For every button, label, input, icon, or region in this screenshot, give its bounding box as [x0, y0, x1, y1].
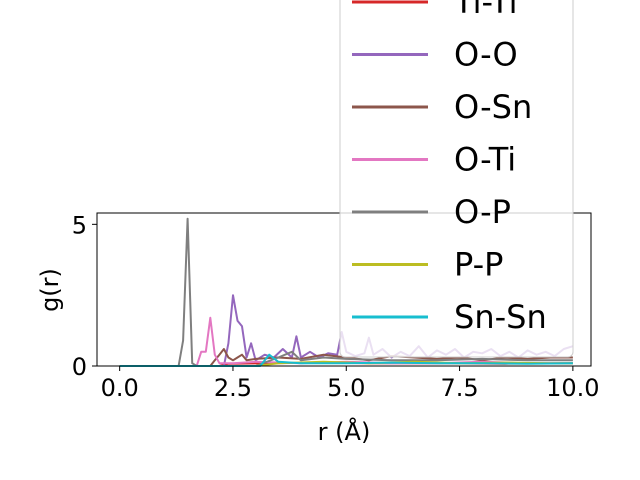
x-axis-label: r (Å)	[318, 417, 371, 446]
legend-label: O-P	[454, 193, 511, 231]
legend-label: O-Sn	[454, 88, 532, 126]
legend-label: Sn-Sn	[454, 298, 547, 336]
legend-label: Ti-Ti	[453, 0, 518, 21]
legend: Ti-Ti O-O O-Sn O-Ti O-P P-P Sn-Sn	[339, 0, 574, 358]
series-layer	[119, 217, 574, 367]
x-tick-label: 5.0	[327, 374, 365, 402]
y-axis-label: g(r)	[36, 268, 64, 312]
legend-label: O-Ti	[454, 141, 516, 179]
legend-label: P-P	[454, 246, 503, 284]
series-line-o-p	[119, 217, 573, 367]
y-tick-label: 0	[72, 353, 87, 381]
y-tick-label: 5	[72, 211, 87, 239]
x-tick-label: 2.5	[214, 374, 252, 402]
x-tick-label: 7.5	[440, 374, 478, 402]
legend-box	[339, 0, 574, 358]
x-tick-label: 10.0	[546, 374, 599, 402]
series-line-sn-sn	[119, 353, 573, 367]
x-axis: 0.0 2.5 5.0 7.5 10.0	[101, 366, 600, 402]
y-axis: 05	[72, 211, 97, 381]
x-tick-label: 0.0	[101, 374, 139, 402]
legend-label: O-O	[454, 36, 518, 74]
series-line-o-sn	[119, 348, 573, 367]
